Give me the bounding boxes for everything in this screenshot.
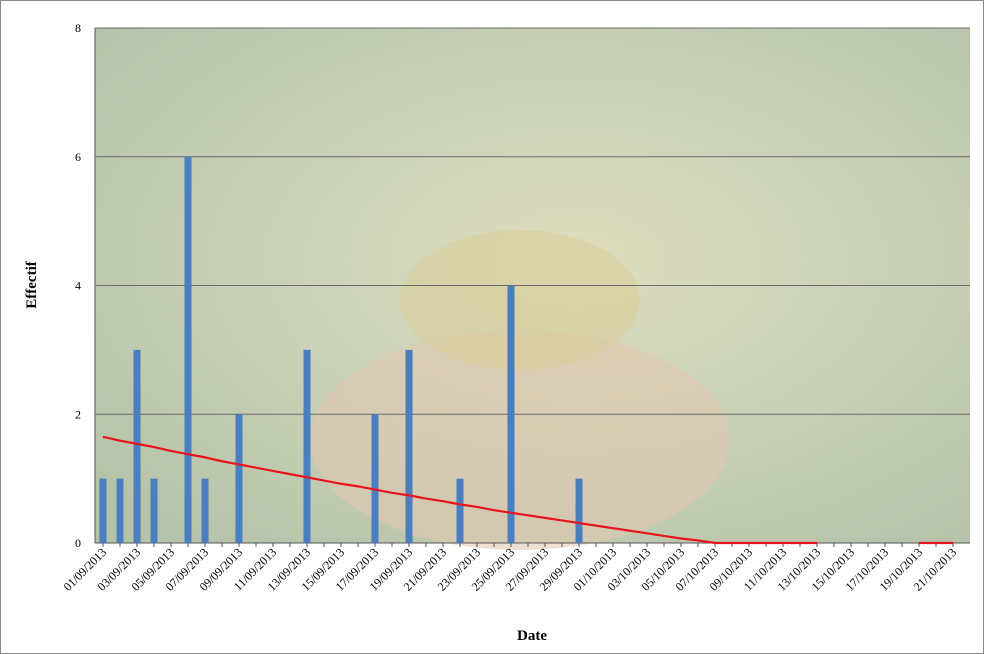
- bar: [150, 478, 158, 543]
- bar: [99, 478, 107, 543]
- y-tick-label: 2: [75, 407, 81, 421]
- y-tick-label: 8: [75, 21, 81, 35]
- x-axis-title: Date: [517, 628, 547, 644]
- bar: [456, 478, 464, 543]
- bar: [303, 349, 311, 543]
- bird-shape: [400, 230, 640, 370]
- y-axis-title: Effectif: [24, 260, 40, 308]
- bar: [201, 478, 209, 543]
- bar: [507, 285, 515, 543]
- hand-shape: [310, 330, 730, 550]
- bar: [575, 478, 583, 543]
- bar: [371, 414, 379, 543]
- trend-line: [102, 435, 953, 545]
- bar: [116, 478, 124, 543]
- bar: [184, 156, 192, 543]
- y-tick-label: 0: [75, 536, 81, 550]
- y-tick-label: 6: [75, 150, 81, 164]
- y-tick-label: 4: [75, 279, 81, 293]
- bar: [133, 349, 141, 543]
- bar: [235, 414, 243, 543]
- bar: [405, 349, 413, 543]
